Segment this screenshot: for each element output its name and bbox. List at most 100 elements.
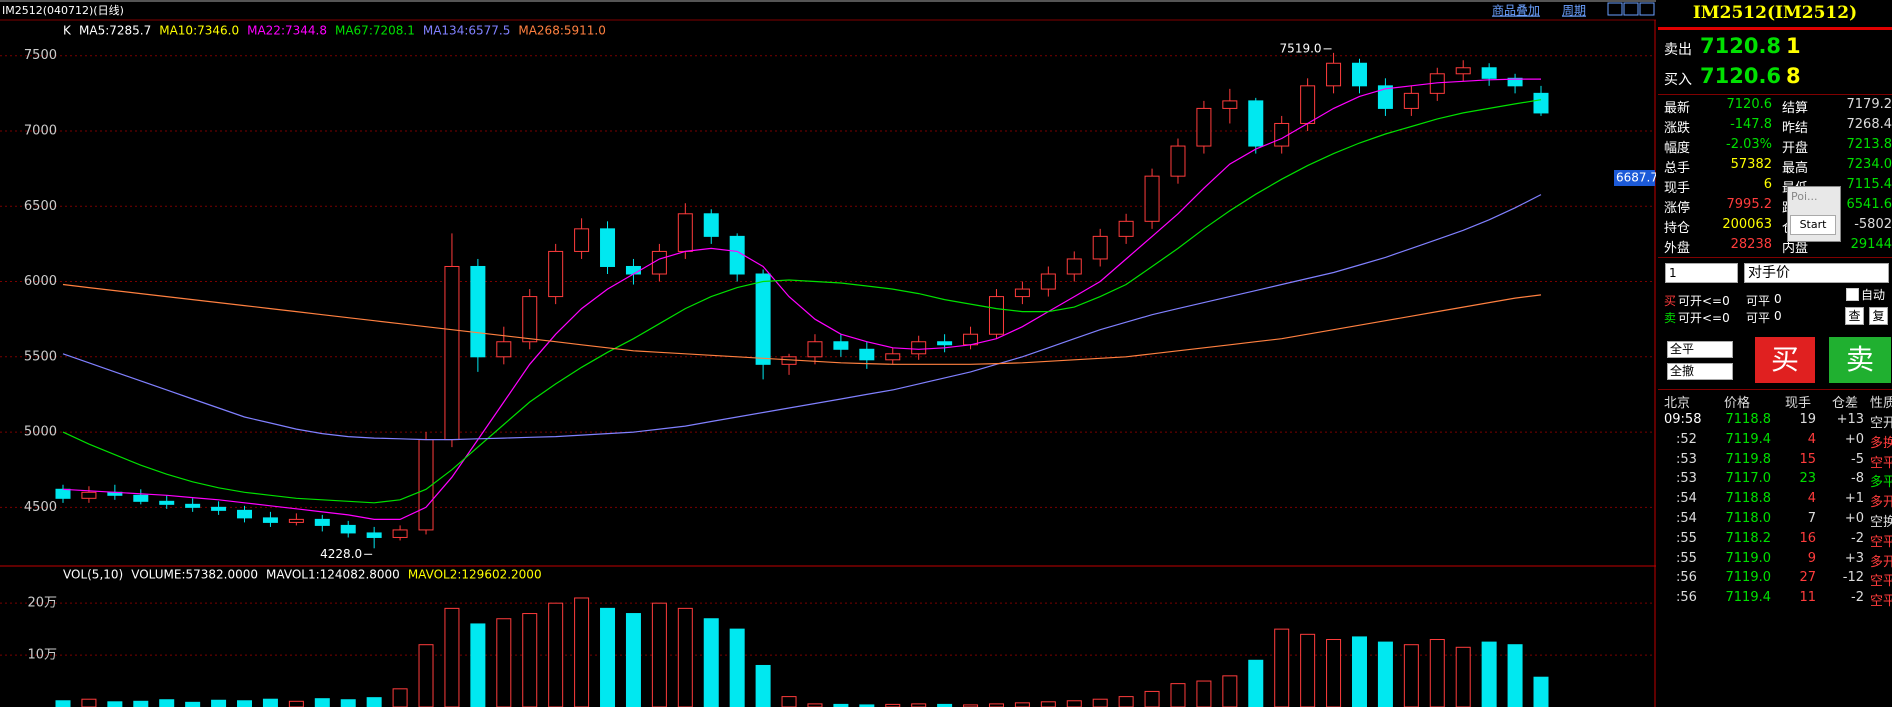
candle-body — [444, 265, 460, 441]
close-all-button[interactable]: 全平 — [1667, 341, 1733, 358]
candle-body — [937, 341, 953, 346]
candle-body — [133, 494, 149, 502]
ask-label: 卖出 — [1664, 42, 1692, 58]
quote-label: 幅度 — [1664, 141, 1691, 156]
candle-body — [237, 509, 253, 519]
volume-bar — [1118, 696, 1134, 707]
volume-bar — [1481, 641, 1497, 707]
title-bar — [1658, 27, 1892, 30]
tick-qty: 9 — [1807, 550, 1816, 566]
y-tick-label: 6000 — [24, 274, 57, 289]
quote-value: 7213.8 — [1846, 137, 1892, 152]
tick-oi: +1 — [1844, 491, 1864, 507]
buy-close-label: 可平 — [1746, 294, 1771, 308]
tick-qty: 15 — [1799, 451, 1816, 467]
tick-price: 7118.8 — [1725, 412, 1772, 427]
divider — [1658, 257, 1892, 258]
volume-bar — [781, 696, 797, 707]
price-type-select[interactable]: 对手价 — [1744, 263, 1889, 283]
divider — [1658, 389, 1892, 390]
candle-body — [833, 341, 849, 350]
quote-value: 200063 — [1722, 217, 1772, 232]
volume-bar — [55, 700, 71, 707]
query-button[interactable]: 查 — [1845, 307, 1864, 325]
tick-table: 09:58 7118.8 19 +13 空开:52 7119.4 4 +0 多换:53 7119.… — [1658, 412, 1892, 707]
quote-value: -5802 — [1854, 217, 1892, 232]
tick-time: :53 — [1676, 471, 1697, 487]
ask-qty: 1 — [1786, 34, 1801, 58]
tick-qty: 19 — [1799, 412, 1816, 427]
tick-price: 7118.2 — [1725, 530, 1772, 546]
candle-body — [1196, 107, 1212, 147]
quote-label: 最新 — [1664, 101, 1691, 116]
volume-bar — [314, 698, 330, 707]
tick-oi: -12 — [1842, 570, 1864, 586]
volume-bar — [1377, 641, 1393, 707]
candle-body — [807, 341, 823, 358]
tick-qty: 4 — [1807, 431, 1816, 447]
ma-line — [62, 99, 1542, 504]
candle-body — [1481, 67, 1497, 79]
volume-bar — [1222, 675, 1238, 707]
quote-title: IM2512(IM2512) — [1692, 3, 1858, 23]
candle-body — [159, 500, 175, 505]
icon-button[interactable] — [1607, 2, 1623, 16]
link[interactable]: 商品叠加 — [1492, 3, 1540, 18]
tick-nature: 多平 — [1870, 475, 1892, 491]
candle-body — [392, 529, 408, 538]
candle-body — [1092, 235, 1108, 260]
candle-body — [1274, 122, 1290, 147]
sell-button[interactable]: 卖 — [1829, 337, 1891, 383]
start-button[interactable]: Start — [1790, 215, 1836, 235]
volume-bar — [366, 697, 382, 707]
bid-price: 7120.6 — [1700, 64, 1782, 88]
volume-bar — [392, 688, 408, 707]
candle-body — [651, 250, 667, 275]
legend-prefix: K — [63, 24, 72, 38]
divider — [1658, 94, 1892, 95]
ask-price: 7120.8 — [1700, 34, 1782, 58]
reset-button[interactable]: 复 — [1869, 307, 1888, 325]
tick-price: 7119.4 — [1725, 431, 1772, 447]
icon-button[interactable] — [1623, 2, 1639, 16]
volume-bar — [651, 602, 667, 707]
volume-bar — [1507, 644, 1523, 707]
quote-label: 开盘 — [1782, 141, 1809, 156]
candle-body — [1377, 85, 1393, 109]
quote-grid: 最新 7120.6 结算 7179.2 涨跌 -147.8 昨结 7268.4 幅度 -2.03%… — [1658, 97, 1892, 257]
ma-line — [62, 78, 1541, 520]
candle-body — [314, 518, 330, 526]
quote-label: 持仓 — [1664, 221, 1691, 236]
window-title: IM2512(040712)(日线) — [2, 3, 124, 17]
candle-body — [1351, 62, 1367, 87]
icon-button[interactable] — [1639, 2, 1655, 16]
volume-bar — [237, 700, 253, 707]
popup: Poi... Start — [1787, 186, 1841, 242]
candle-body — [677, 213, 693, 252]
volume-bar — [703, 618, 719, 707]
volume-bar — [340, 699, 356, 707]
annotation: 4228.0 — [320, 547, 362, 561]
volume-bar — [1248, 659, 1264, 707]
bid-qty: 8 — [1786, 64, 1801, 88]
quote-value: -147.8 — [1730, 117, 1772, 132]
candle-body — [703, 213, 719, 237]
cancel-all-button[interactable]: 全撤 — [1667, 363, 1733, 380]
link[interactable]: 周期 — [1562, 4, 1586, 18]
legend-entry: MA134:6577.5 — [423, 24, 511, 38]
candle-body — [496, 341, 512, 358]
tick-qty: 7 — [1807, 511, 1816, 526]
quote-value: 28238 — [1730, 237, 1772, 252]
legend-entry: MA67:7208.1 — [335, 24, 415, 38]
checkbox[interactable] — [1846, 288, 1859, 301]
tick-time: :55 — [1676, 550, 1697, 566]
qty-input[interactable]: 1 — [1665, 263, 1738, 283]
candle-body — [211, 506, 227, 511]
candle-body — [522, 296, 538, 343]
volume-bar — [1533, 676, 1549, 707]
candle-body — [755, 273, 771, 365]
candle-body — [262, 517, 278, 523]
buy-button[interactable]: 买 — [1755, 337, 1815, 383]
sell-open: 可开<=0 — [1678, 311, 1730, 325]
